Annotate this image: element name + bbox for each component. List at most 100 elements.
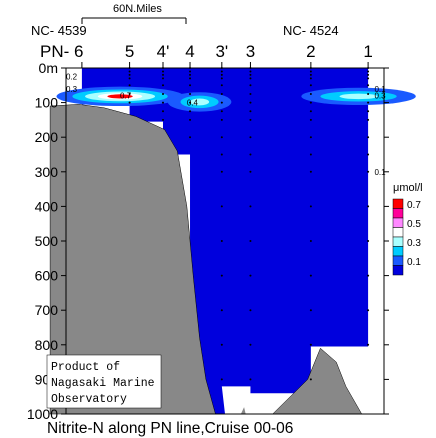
station-label: 2 <box>306 42 315 61</box>
note-line-1: Product of <box>51 361 120 374</box>
sample-point-4 <box>249 170 252 173</box>
sample-point-5 <box>309 309 312 312</box>
sample-point-5 <box>309 92 312 95</box>
sample-point-1 <box>161 92 164 95</box>
distance-scale-label: 60N.Miles <box>113 3 162 15</box>
sample-point-4 <box>249 205 252 208</box>
sample-point-1 <box>161 118 164 121</box>
station-label: 3' <box>215 42 228 61</box>
sample-point-6 <box>367 70 370 73</box>
sample-point-4 <box>249 70 252 73</box>
sample-point-0 <box>128 84 131 87</box>
legend-swatch <box>392 217 404 228</box>
contour-0.3-mid <box>190 98 210 106</box>
contour-0.7-west <box>107 94 133 99</box>
contour-label: 0.2 <box>66 73 78 82</box>
legend-title: μmol/l <box>393 182 423 194</box>
contour-0.3-east <box>339 93 378 100</box>
legend-label: 0.7 <box>407 200 421 211</box>
station-labels: 5 4' 4 3' 3 2 1 <box>81 42 373 68</box>
contour-label: 0.7 <box>120 92 132 101</box>
sample-point-6 <box>367 110 370 113</box>
distance-scale: 60N.Miles <box>81 3 187 24</box>
sample-point-6 <box>367 77 370 80</box>
sample-point-5 <box>309 205 312 208</box>
legend-label: 0.3 <box>407 238 421 249</box>
sample-point-3 <box>220 170 223 173</box>
sample-point-2 <box>189 73 192 76</box>
sample-point-0 <box>128 77 131 80</box>
sample-point-3 <box>220 92 223 95</box>
station-label: 1 <box>363 42 372 61</box>
sample-point-0 <box>128 73 131 76</box>
sample-point-5 <box>309 118 312 121</box>
sample-point-2 <box>189 118 192 121</box>
y-tick-label: 500 <box>35 233 59 249</box>
station-label-left: NC- 4539 <box>31 23 87 38</box>
pn-label: PN- 6 <box>40 42 83 61</box>
legend-swatch <box>392 265 404 276</box>
legend-swatch <box>392 236 404 247</box>
y-tick-label: 600 <box>35 268 59 284</box>
sample-point-5 <box>309 240 312 242</box>
sample-point-1 <box>161 110 164 113</box>
sample-point-5 <box>309 274 312 277</box>
sample-point-3 <box>220 110 223 113</box>
contour-label: 0.3 <box>374 92 386 101</box>
station-label: 3 <box>246 42 255 61</box>
sample-point-2 <box>189 84 192 87</box>
sample-point-5 <box>309 101 312 104</box>
sample-point-4 <box>249 110 252 113</box>
sample-point-3 <box>220 73 223 76</box>
station-label-right: NC- 4524 <box>283 23 339 38</box>
station-label: 4' <box>157 42 170 61</box>
sample-point-3 <box>220 70 223 73</box>
sample-point-5 <box>309 110 312 113</box>
sample-point-5 <box>309 170 312 173</box>
sample-point-1 <box>161 84 164 87</box>
sample-point-2 <box>189 70 192 73</box>
observatory-note: Product of Nagasaki Marine Observatory <box>46 354 162 409</box>
station-label: 4 <box>185 42 194 61</box>
sample-point-2 <box>189 77 192 80</box>
contour-label: 0.1 <box>374 85 386 94</box>
sample-point-3 <box>220 118 223 121</box>
sample-point-3 <box>220 378 223 381</box>
sample-point-4 <box>249 309 252 312</box>
chart-title: Nitrite-N along PN line,Cruise 00-06 <box>47 420 293 437</box>
water-section <box>81 68 369 414</box>
sample-point-2 <box>189 101 192 104</box>
contour-label: 0.1 <box>374 168 386 177</box>
sample-point-6 <box>367 153 370 156</box>
sample-point-5 <box>309 136 312 139</box>
y-tick-label: 0m <box>39 60 58 76</box>
sample-point-3 <box>220 101 223 104</box>
sample-point-6 <box>367 240 370 242</box>
sample-point-3 <box>220 77 223 80</box>
plot-area: 0.20.30.70.40.10.30.1 <box>49 67 416 415</box>
sample-point-4 <box>249 92 252 95</box>
sample-point-6 <box>367 343 370 346</box>
legend-swatch <box>392 246 404 257</box>
sample-point-6 <box>367 205 370 208</box>
sample-point-6 <box>367 136 370 139</box>
sample-point-3 <box>220 153 223 156</box>
note-line-3: Observatory <box>51 393 127 406</box>
sample-point-3 <box>220 343 223 346</box>
legend-swatch <box>392 255 404 266</box>
sample-point-5 <box>309 70 312 73</box>
sample-point-2 <box>189 136 192 139</box>
sample-point-4 <box>249 240 252 242</box>
sample-point-4 <box>249 343 252 346</box>
sample-point-6 <box>367 92 370 95</box>
sample-point-5 <box>309 378 312 381</box>
y-tick-label: 100 <box>35 95 59 111</box>
sample-point-4 <box>249 77 252 80</box>
legend-label: 0.1 <box>407 257 421 268</box>
sample-point-3 <box>220 84 223 87</box>
sample-point-3 <box>220 240 223 242</box>
sample-point-4 <box>249 153 252 156</box>
legend-swatch <box>392 227 404 238</box>
